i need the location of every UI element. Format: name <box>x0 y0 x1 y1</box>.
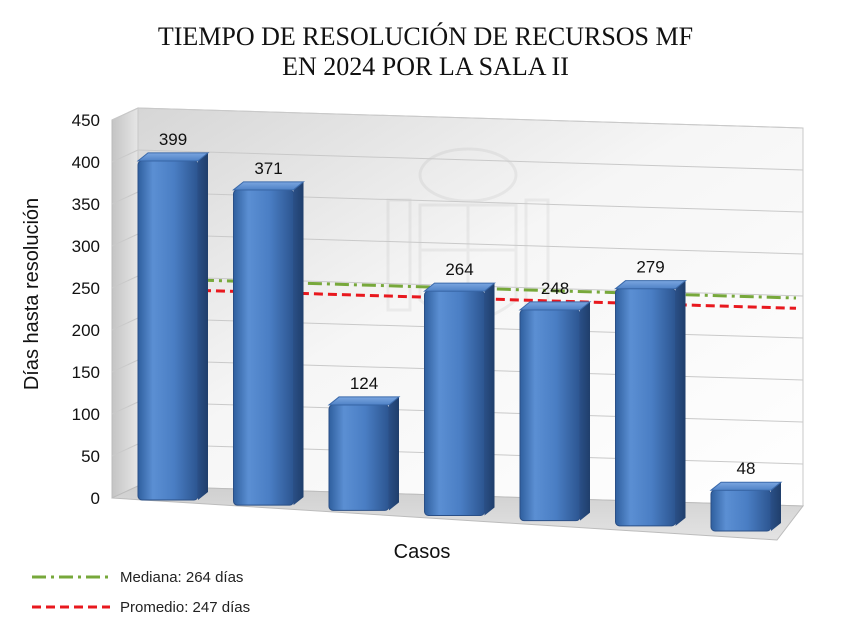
legend-label-promedio: Promedio: 247 días <box>120 599 250 616</box>
bar-side <box>675 280 686 526</box>
data-label: 48 <box>737 459 756 478</box>
data-label: 371 <box>254 159 282 178</box>
y-tick-label: 0 <box>91 489 100 508</box>
bar-side <box>771 482 781 531</box>
bar-side <box>293 181 304 506</box>
bar-top <box>423 282 496 292</box>
gridline-side <box>111 233 139 247</box>
y-tick-label: 350 <box>72 195 100 214</box>
gridline-side <box>111 191 139 205</box>
bar-top <box>614 280 687 290</box>
data-label: 399 <box>159 130 187 149</box>
bar-front <box>519 309 581 522</box>
bar <box>423 282 496 516</box>
bar-front <box>710 489 772 532</box>
bar-top <box>327 396 401 406</box>
y-tick-label: 150 <box>72 363 100 382</box>
bar-front <box>424 290 485 516</box>
data-label: 124 <box>350 374 378 393</box>
bar-top <box>232 181 305 191</box>
bar-front <box>328 404 390 511</box>
y-tick-label: 100 <box>72 405 100 424</box>
chart-title-line-1: TIEMPO DE RESOLUCIÓN DE RECURSOS MF <box>157 22 694 51</box>
legend: Mediana: 264 días Promedio: 247 días <box>32 569 250 616</box>
y-tick-label: 250 <box>72 279 100 298</box>
chart-title-line-2: EN 2024 POR LA SALA II <box>282 52 569 81</box>
gridline-side <box>111 359 139 373</box>
data-label: 264 <box>445 260 473 279</box>
gridline <box>137 149 804 171</box>
x-axis-title: Casos <box>394 541 451 563</box>
bar-top <box>136 152 210 162</box>
legend-label-mediana: Mediana: 264 días <box>120 569 243 586</box>
bar <box>327 396 401 511</box>
bar-side <box>580 301 590 521</box>
y-tick-label: 400 <box>72 153 100 172</box>
chart-side-wall <box>111 107 139 499</box>
bars <box>136 152 783 532</box>
bar-side <box>484 283 495 516</box>
gridline-side <box>111 443 139 457</box>
bar <box>136 152 210 501</box>
data-label: 279 <box>636 258 664 277</box>
data-labels: 399 371 124 264 248 279 48 <box>159 130 756 478</box>
chart-title: TIEMPO DE RESOLUCIÓN DE RECURSOS MF EN 2… <box>0 22 851 82</box>
bar-front <box>233 189 294 506</box>
bar-front <box>137 160 199 501</box>
y-axis-ticks: 0 50 100 150 200 250 300 350 400 450 <box>72 111 100 508</box>
y-tick-label: 450 <box>72 111 100 130</box>
y-tick-label: 300 <box>72 237 100 256</box>
gridline <box>137 107 804 129</box>
data-label: 248 <box>541 279 569 298</box>
y-axis-title: Días hasta resolución <box>21 198 43 390</box>
bar <box>614 280 687 527</box>
bar-front <box>615 288 676 527</box>
gridline-side <box>111 107 139 121</box>
gridline-side <box>111 317 139 331</box>
gridline-side <box>111 401 139 415</box>
y-tick-label: 50 <box>81 447 100 466</box>
bar-side <box>198 152 208 500</box>
bar-top <box>518 301 592 311</box>
gridline-side <box>111 149 139 163</box>
bar <box>518 301 592 522</box>
bar-side <box>389 396 399 511</box>
y-tick-label: 200 <box>72 321 100 340</box>
bar-top <box>709 481 783 491</box>
gridline-side <box>111 275 139 289</box>
bar <box>232 181 305 506</box>
bar <box>709 481 783 532</box>
